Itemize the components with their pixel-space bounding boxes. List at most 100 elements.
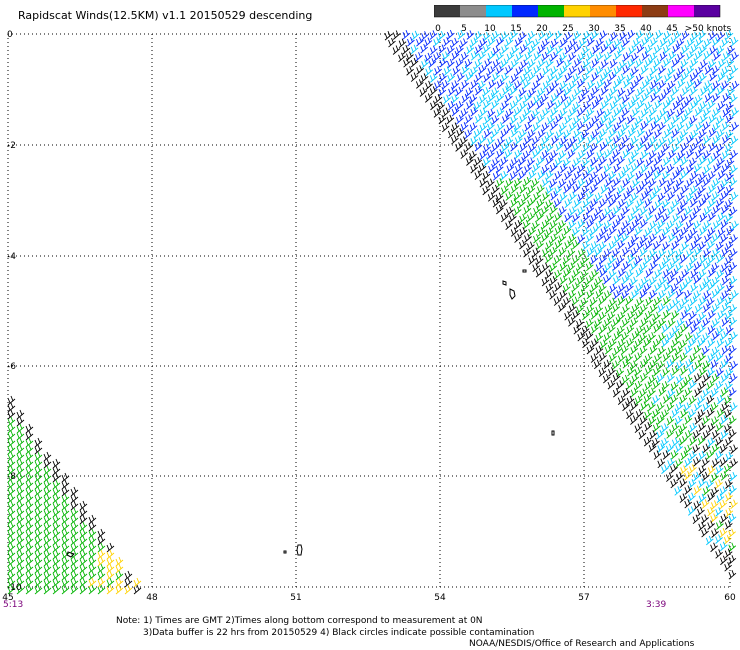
wind-barb	[658, 233, 667, 243]
wind-barb	[656, 373, 665, 384]
wind-barb	[492, 59, 501, 69]
wind-barb	[16, 521, 25, 532]
wind-barb	[640, 401, 649, 411]
wind-barb	[679, 493, 688, 503]
wind-barb	[61, 507, 70, 518]
wind-barb	[430, 100, 438, 111]
wind-barb	[487, 36, 496, 47]
wind-barb	[586, 164, 595, 175]
wind-barb	[501, 114, 510, 124]
wind-barb	[717, 101, 726, 111]
wind-barb	[657, 192, 666, 203]
wind-barb	[43, 528, 52, 539]
wind-barb	[659, 136, 667, 147]
wind-barb	[622, 65, 631, 75]
legend-label: 10	[484, 24, 496, 34]
wind-barb	[689, 353, 698, 363]
wind-barb	[604, 66, 613, 77]
wind-barb	[649, 248, 658, 258]
wind-barb	[564, 212, 573, 223]
wind-barb	[25, 563, 34, 574]
wind-barb	[550, 107, 559, 117]
wind-barb	[721, 302, 730, 313]
wind-barb	[455, 100, 464, 111]
wind-barb	[424, 52, 433, 63]
wind-barb	[630, 360, 638, 371]
wind-barb	[727, 45, 735, 55]
wind-barb	[524, 164, 532, 174]
wind-barb	[482, 87, 491, 97]
wind-barb	[16, 542, 25, 553]
wind-barb	[582, 198, 591, 209]
wind-barb	[682, 86, 690, 96]
wind-barb	[535, 212, 544, 222]
wind-barb	[721, 290, 730, 300]
legend-label: 30	[588, 24, 600, 34]
wind-barb	[25, 444, 34, 455]
wind-barb	[496, 107, 505, 117]
wind-barb	[729, 304, 738, 314]
wind-barb	[34, 563, 43, 574]
wind-barb	[479, 107, 488, 118]
wind-barb	[465, 114, 473, 124]
wind-barb	[527, 241, 535, 251]
wind-barb	[603, 332, 612, 343]
wind-barb	[460, 38, 468, 48]
wind-barb	[673, 72, 681, 83]
wind-barb	[70, 577, 79, 588]
wind-barb	[419, 87, 428, 97]
wind-barb	[698, 311, 707, 322]
wind-barb	[563, 157, 571, 168]
wind-barb	[686, 79, 695, 89]
wind-barb	[662, 198, 671, 209]
wind-barb	[536, 114, 545, 124]
wind-barb	[724, 548, 733, 559]
wind-barb	[640, 108, 649, 118]
wind-barb	[43, 542, 52, 553]
wind-barb	[681, 296, 690, 307]
wind-barb	[680, 129, 689, 139]
wind-barb	[626, 379, 635, 390]
wind-barb	[564, 31, 573, 42]
wind-barb	[482, 31, 491, 42]
wind-barb	[600, 100, 609, 110]
wind-barb	[52, 500, 61, 511]
wind-barb	[639, 247, 648, 257]
wind-barb	[655, 29, 664, 40]
wind-barb	[652, 380, 661, 390]
wind-barb	[589, 297, 598, 307]
wind-barb	[515, 94, 524, 104]
wind-barb	[631, 66, 639, 76]
wind-barb	[698, 143, 707, 153]
wind-barb	[730, 499, 738, 510]
wind-barb	[689, 296, 698, 306]
wind-barb	[701, 471, 710, 482]
wind-barb	[542, 80, 551, 91]
wind-barb	[707, 99, 716, 110]
wind-barb	[680, 323, 688, 334]
wind-barb	[465, 87, 474, 97]
wind-barb	[730, 444, 738, 454]
wind-barb	[25, 465, 34, 476]
wind-barb	[7, 549, 16, 560]
wind-barb	[564, 115, 573, 125]
wind-barb	[518, 87, 527, 97]
wind-barb	[622, 220, 631, 230]
wind-barb	[569, 164, 577, 175]
wind-barb	[633, 38, 641, 48]
wind-barb	[703, 248, 712, 258]
wind-barb	[34, 493, 43, 504]
wind-barb	[618, 283, 626, 293]
wind-barb	[731, 220, 739, 231]
legend-swatch	[486, 5, 512, 17]
wind-barb	[703, 303, 711, 314]
wind-barb	[612, 149, 621, 159]
wind-barb	[609, 44, 617, 54]
wind-barb	[644, 198, 653, 208]
wind-barb	[635, 184, 644, 195]
wind-barb	[603, 220, 612, 231]
wind-barb	[693, 290, 702, 300]
wind-barb	[622, 206, 630, 216]
wind-barb	[70, 521, 79, 532]
wind-barb	[52, 549, 61, 560]
